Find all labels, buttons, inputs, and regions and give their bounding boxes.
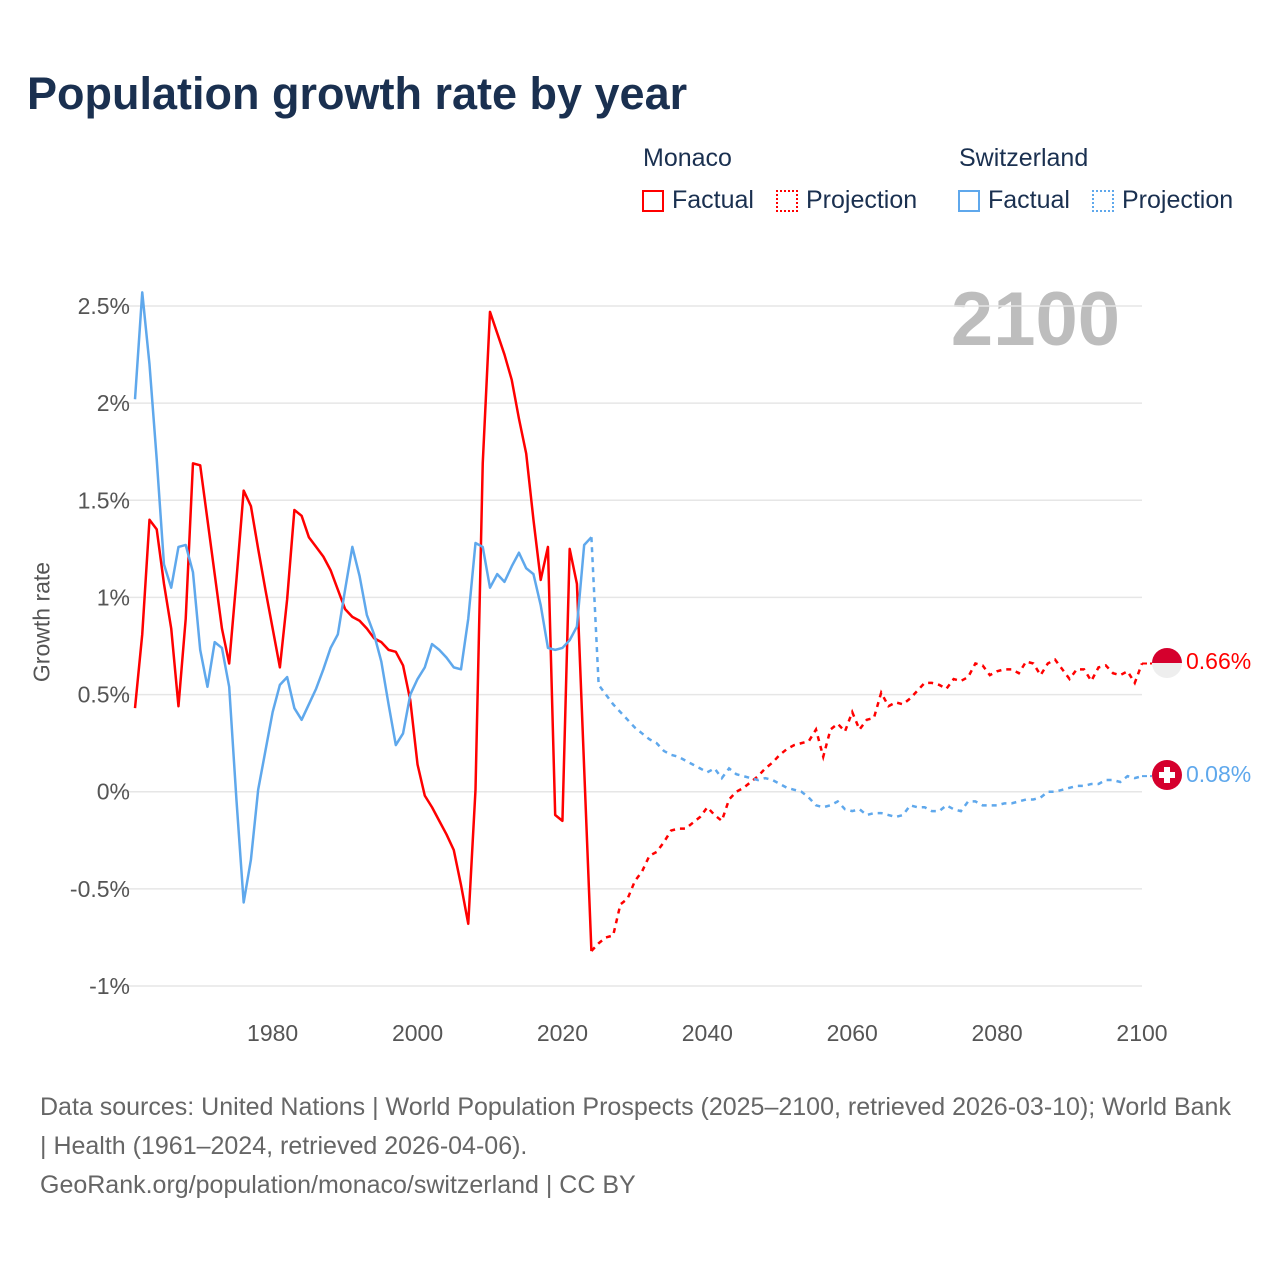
x-tick-label: 2000 <box>392 1020 443 1046</box>
legend-label: Factual <box>988 186 1070 214</box>
x-tick-label: 2080 <box>972 1020 1023 1046</box>
footer: Data sources: United Nations | World Pop… <box>40 1088 1240 1205</box>
end-label-switzerland: 0.08% <box>1186 761 1252 787</box>
x-tick-label: 2100 <box>1116 1020 1167 1046</box>
legend-label: Projection <box>806 186 918 214</box>
series-line-switzerland-projection <box>590 537 1143 819</box>
x-tick-label: 2040 <box>682 1020 733 1046</box>
credit-link[interactable]: GeoRank.org/population/monaco/switzerlan… <box>40 1171 636 1199</box>
series-line-switzerland-factual <box>133 291 593 904</box>
legend-group-monaco: Monaco <box>643 144 732 172</box>
legend-swatch-solid-icon <box>642 189 664 212</box>
legend-group-switzerland: Switzerland <box>959 144 1089 172</box>
y-tick-label: 2.5% <box>78 293 130 319</box>
swiss-cross-v <box>1164 767 1170 783</box>
legend-label: Factual <box>672 186 754 214</box>
y-tick-label: 0.5% <box>78 682 130 708</box>
x-tick-label: 2020 <box>537 1020 588 1046</box>
y-tick-label: 2% <box>97 390 130 416</box>
y-tick-label: 1.5% <box>78 487 130 513</box>
x-tick-label: 1980 <box>247 1020 298 1046</box>
monaco-flag-red-half <box>1152 648 1182 663</box>
series-line-monaco-factual <box>133 310 593 952</box>
y-tick-label: -1% <box>89 973 130 999</box>
data-sources: Data sources: United Nations | World Pop… <box>40 1093 1231 1160</box>
y-tick-label: 1% <box>97 584 130 610</box>
legend-swatch-solid-icon <box>958 189 980 212</box>
legend-swatch-dotted-icon <box>776 189 798 212</box>
x-tick-label: 2060 <box>827 1020 878 1046</box>
legend-monaco-factual[interactable]: Factual <box>642 186 754 215</box>
legend-switzerland-factual[interactable]: Factual <box>958 186 1070 215</box>
legend-swatch-dotted-icon <box>1092 189 1114 212</box>
legend-monaco-projection[interactable]: Projection <box>776 186 917 215</box>
legend-label: Projection <box>1122 186 1234 214</box>
y-tick-label: 0% <box>97 779 130 805</box>
year-display: 2100 <box>950 277 1120 362</box>
y-tick-label: -0.5% <box>70 876 130 902</box>
page-title: Population growth rate by year <box>27 68 688 119</box>
series-line-monaco-projection <box>590 657 1144 952</box>
legend-switzerland-projection[interactable]: Projection <box>1092 186 1233 215</box>
end-label-monaco: 0.66% <box>1186 648 1252 674</box>
